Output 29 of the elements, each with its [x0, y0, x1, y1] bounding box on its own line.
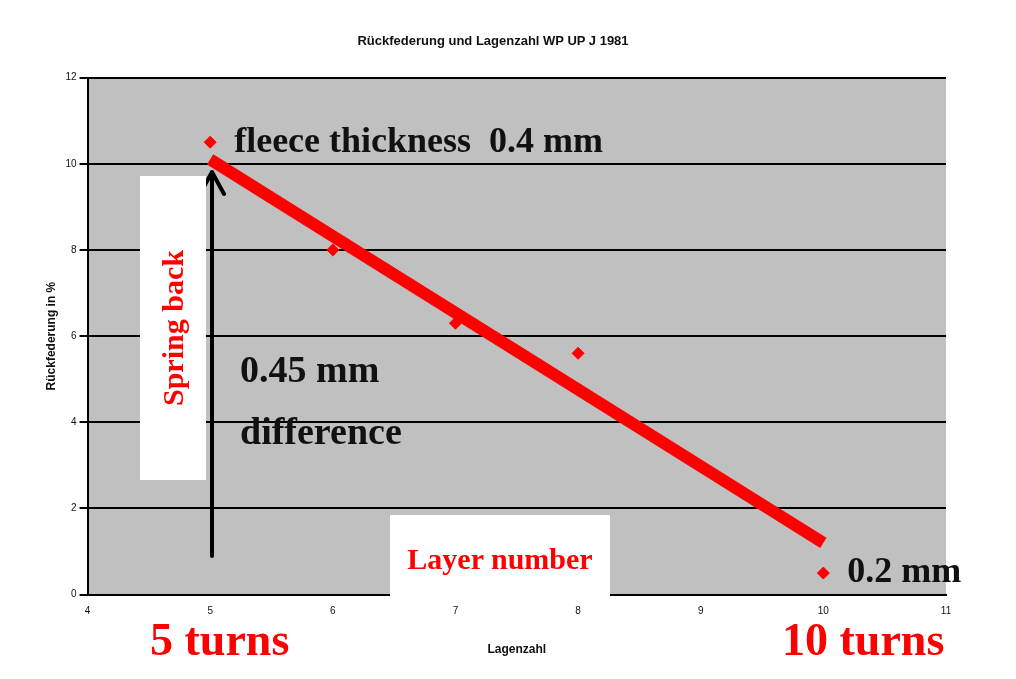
y-tick-label: 6	[70, 329, 77, 341]
annotation: 0.45 mm difference	[240, 347, 403, 454]
y-tick-label: 12	[65, 71, 77, 83]
y-tick-label: 8	[70, 243, 77, 255]
y-axis-title: Rückfederung in %	[43, 281, 58, 391]
x-tick-label: 7	[452, 605, 459, 617]
x-tick-label: 4	[84, 605, 91, 617]
point	[448, 316, 462, 330]
x-tick-label: 9	[697, 605, 704, 617]
text: 10 turns	[782, 614, 945, 666]
annotation: 0.2 mm	[847, 550, 962, 591]
point	[571, 346, 585, 360]
x-tick-label: 11	[940, 605, 952, 617]
point	[203, 135, 217, 149]
point	[326, 243, 340, 257]
x-tick-label: 5	[207, 605, 214, 617]
x-axis-title: Lagenzahl	[487, 642, 547, 657]
point	[816, 566, 830, 580]
y-tick-label: 4	[70, 416, 77, 428]
y-tick-label: 2	[70, 502, 77, 514]
y-tick-label: 0	[70, 588, 77, 600]
text: 5 turns	[150, 614, 290, 666]
x-tick-label: 10	[817, 605, 830, 617]
x-tick-label: 6	[330, 605, 337, 617]
annotation: fleece thickness 0.4 mm	[234, 119, 604, 160]
chart-title: Rückfederung und Lagenzahl WP UP J 1981	[357, 33, 629, 49]
y-tick-label: 10	[65, 157, 77, 169]
x-tick-label: 8	[575, 605, 582, 617]
text-box: Spring back	[140, 176, 206, 480]
